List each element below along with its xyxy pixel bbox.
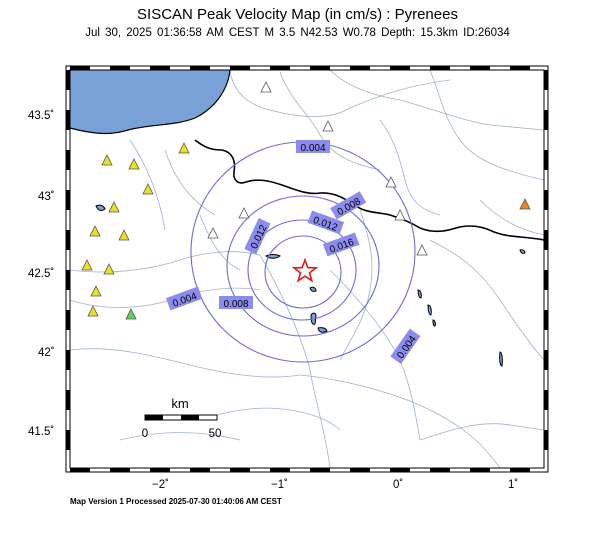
lon-tick-label: 0˚ [393,479,404,491]
contour-0.012 [247,219,357,321]
frame-segment [510,66,530,70]
station-1 [260,81,272,93]
station-16 [103,263,115,275]
scale-bar: km 0 50 [142,396,222,440]
frame-segment [390,468,410,472]
frame-segment [470,468,490,472]
frame-segment [350,66,370,70]
processing-footer: Map Version 1 Processed 2025-07-30 01:40… [70,497,282,506]
contour-0.008 [226,195,380,337]
station-12 [108,201,120,213]
frame-segment [430,468,450,472]
lon-tick-label: −2˚ [152,479,169,491]
station-4 [238,207,250,219]
station-11 [142,183,154,195]
station-20 [519,198,531,210]
lon-tick-label: 1˚ [508,479,519,491]
frame-segment [66,310,70,330]
frame-segment [310,468,330,472]
national-border [194,139,544,241]
svg-text:0.004: 0.004 [300,143,325,154]
event-subtitle: Jul 30, 2025 01:36:58 AM CEST M 3.5 N42.… [85,27,510,39]
rivers [70,70,544,468]
frame-segment [66,270,70,290]
frame-segment [544,390,548,410]
frame-segment [270,468,290,472]
frame-segment [310,66,330,70]
frame-segment [66,190,70,210]
contour-label: 0.004 [296,140,330,154]
lon-tick-label: −1˚ [271,479,288,491]
frame-segment [150,468,170,472]
scale-min: 0 [142,428,148,440]
frame-segment [110,468,130,472]
station-8 [178,142,190,154]
frame-segment [66,350,70,370]
contour-label: 0.008 [219,296,253,310]
lat-tick-label: 42˚ [38,347,55,359]
station-6 [207,227,219,239]
station-2 [322,120,334,132]
frame-segment [390,66,410,70]
lat-tick-label: 42.5˚ [28,268,55,280]
frame-segment [544,230,548,250]
frame-segment [66,150,70,170]
station-10 [128,158,140,170]
epicenter-star [291,257,319,283]
frame-segment [150,66,170,70]
lat-tick-label: 43˚ [38,191,55,203]
frame-segment [544,190,548,210]
station-17 [90,285,102,297]
scale-max: 50 [209,428,222,440]
lat-tick-label: 43.5˚ [28,110,55,122]
frame-segment [70,66,90,70]
svg-text:0.008: 0.008 [223,299,248,310]
frame-segment [110,66,130,70]
frame-segment [510,468,530,472]
frame-segment [544,350,548,370]
coastline [70,70,231,135]
frame-segment [190,66,210,70]
frame-segment [430,66,450,70]
station-5 [394,209,406,221]
station-7 [416,244,428,256]
contour-0.016 [264,235,342,309]
map-area: 0.004 0.008 0.012 0.016 0.008 0.004 [70,70,544,468]
frame-segment [544,150,548,170]
frame-segment [66,390,70,410]
frame-segment [70,468,90,472]
frame-segment [544,110,548,130]
stations [81,81,531,320]
station-13 [89,225,101,237]
frame-segment [350,468,370,472]
station-15 [81,259,93,271]
frame-segment [270,66,290,70]
frame-segment [66,70,70,90]
frame-segment [544,310,548,330]
map-frame [65,65,549,473]
sea-area [70,70,230,134]
frame-segment [190,468,210,472]
frame-segment [66,430,70,450]
lat-tick-label: 41.5˚ [28,426,55,438]
station-19 [125,308,137,320]
frame-segment [230,66,250,70]
frame-segment [544,270,548,290]
frame-segment [230,468,250,472]
frame-segment [544,430,548,450]
station-3 [385,176,397,188]
frame-segment [470,66,490,70]
station-18 [87,305,99,317]
station-14 [118,229,130,241]
frame-segment [66,110,70,130]
frame-segment [544,70,548,90]
station-9 [101,154,113,166]
scale-unit: km [171,396,188,411]
map-title: SISCAN Peak Velocity Map (in cm/s) : Pyr… [137,6,458,23]
frame-segment [66,230,70,250]
